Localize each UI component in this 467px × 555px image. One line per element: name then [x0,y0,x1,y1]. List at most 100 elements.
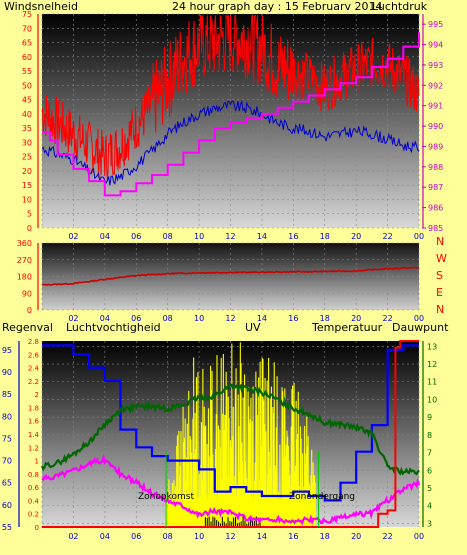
windspeed-tick-label: 45 [22,96,32,105]
direction-tick-label: 270 [17,256,32,265]
time-tick-label: 18 [320,314,330,323]
sunrise-label: Zonopkomst [138,492,194,502]
time-tick-label: 08 [163,232,173,241]
temperature-tick-label: 3 [427,519,432,528]
rain-tick-label: 0.2 [28,511,39,519]
wind-pressure-panel: 0 5 10 15 20 25 30 35 40 45 50 55 60 65 70 75 985 986 987 9… [4,0,443,241]
windspeed-tick-label: 40 [22,110,32,119]
rain-tick-label: 0.4 [28,497,40,505]
pressure-tick-label: 991 [428,102,443,111]
time-tick-label: 20 [351,314,361,323]
temperature-tick-label: 9 [427,413,432,422]
time-tick-label: 06 [131,314,141,323]
pressure-tick-label: 993 [428,61,443,70]
direction-grid [41,242,420,311]
windspeed-tick-label: 75 [22,10,32,19]
direction-line [41,266,420,286]
pressure-tick-label: 995 [428,20,443,29]
time-tick-label: 22 [382,532,392,541]
time-tick-label: 00 [414,232,424,241]
time-tick-label: 22 [382,232,392,241]
temperature-tick-label: 10 [427,395,437,404]
wind-series [41,14,420,197]
time-tick-label: 18 [320,232,330,241]
compass-label: N [436,303,444,316]
humidity-temperature-panel: 0 0.2 0.4 0.6 0.8 1 1.2 1.4 1.6 1.8 2 2.2 2.4 2.6 2.8 5… [2,321,449,541]
pressure-tick-label: 994 [428,41,443,50]
time-tick-label: 12 [225,532,235,541]
windspeed-tick-label: 30 [22,138,32,147]
time-tick-label: 14 [257,314,267,323]
time-tick-label: 18 [320,532,330,541]
windspeed-tick-label: 35 [22,124,32,133]
time-tick-label: 04 [100,232,110,241]
windspeed-tick-label: 5 [27,210,32,219]
windspeed-tick-label: 10 [22,195,32,204]
dewpoint-axis-label: Dauwpunt [392,321,449,334]
windspeed-tick-label: 25 [22,153,32,162]
time-tick-label: 14 [257,232,267,241]
humidity-tick-label: 95 [2,346,12,355]
time-tick-label: 08 [163,532,173,541]
time-tick-label: 12 [225,314,235,323]
humidity-line [42,344,419,502]
compass-label: W [436,252,447,265]
windspeed-tick-label: 0 [27,224,32,233]
windspeed-tick-label: 20 [22,167,32,176]
time-tick-label: 20 [351,532,361,541]
dewpoint-line [41,453,421,526]
windspeed-tick-label: 65 [22,39,32,48]
compass-label: E [436,286,443,299]
pressure-tick-label: 989 [428,142,443,151]
compass-label: N [436,235,444,248]
wind-axes: 0 5 10 15 20 25 30 35 40 45 50 55 60 65 70 75 985 986 987 9… [22,10,443,241]
rain-tick-label: 1.2 [28,444,39,452]
windspeed-tick-label: 70 [22,24,32,33]
time-tick-label: 04 [100,532,110,541]
time-tick-label: 06 [131,532,141,541]
rain-tick-label: 2 [35,391,39,399]
time-tick-label: 00 [414,314,424,323]
humidity-tick-label: 55 [2,523,12,532]
humidity-tick-label: 80 [2,412,12,421]
pressure-axis-label: Luchtdruk [372,0,428,13]
rain-tick-label: 0.6 [28,484,40,492]
rain-tick-label: 1.8 [28,404,39,412]
temperature-tick-label: 5 [427,484,432,493]
rain-tick-label: 2.6 [28,351,40,359]
compass-label: S [436,269,443,282]
humidity-tick-label: 85 [2,390,12,399]
time-tick-label: 06 [131,232,141,241]
pressure-line [42,32,420,197]
humidity-series [40,340,421,528]
direction-series [41,266,420,286]
temperature-tick-label: 8 [427,431,432,440]
temperature-tick-label: 12 [427,360,437,369]
time-tick-label: 10 [194,532,204,541]
time-tick-label: 14 [257,532,267,541]
humidity-tick-label: 65 [2,479,12,488]
windspeed-tick-label: 50 [22,81,32,90]
temperature-tick-label: 4 [427,502,432,511]
pressure-tick-label: 988 [428,163,443,172]
direction-tick-label: 90 [22,289,32,298]
time-tick-label: 10 [194,232,204,241]
temperature-line [40,383,420,476]
temperature-tick-label: 6 [427,466,432,475]
time-tick-label: 10 [194,314,204,323]
time-tick-label: 20 [351,232,361,241]
humidity-tick-label: 60 [2,501,12,510]
time-tick-label: 12 [225,232,235,241]
time-tick-label: 16 [288,314,298,323]
pressure-tick-label: 987 [428,183,443,192]
rain-tick-label: 2.8 [28,338,39,346]
time-tick-label: 02 [68,314,78,323]
sunset-label: Zonondergang [289,492,355,502]
rain-axis-label: Regenval [2,321,53,334]
rain-tick-label: 1.6 [28,418,40,426]
time-tick-label: 22 [382,314,392,323]
temperature-tick-label: 7 [427,449,432,458]
time-tick-label: 00 [414,532,424,541]
